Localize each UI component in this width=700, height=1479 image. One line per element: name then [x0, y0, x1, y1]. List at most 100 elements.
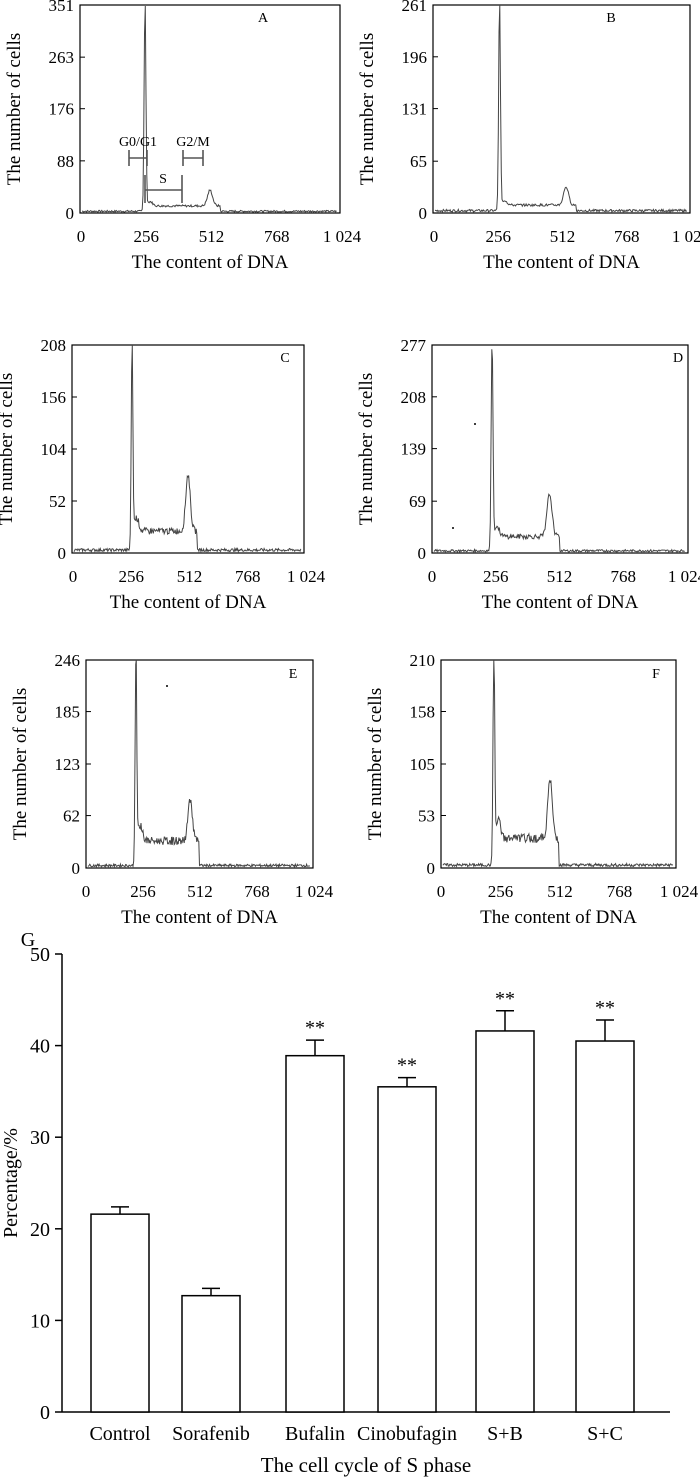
x-tick-label: 768	[607, 882, 633, 901]
y-tick-label: 105	[410, 755, 436, 774]
x-tick-label: 1 024	[287, 567, 326, 586]
bar-chart-g: G 0 10 20 30 40 50 Percentage/% The cell cycle o…	[0, 929, 670, 1477]
x-axis-label: The content of DNA	[121, 907, 278, 928]
y-tick-label: 10	[30, 1310, 50, 1332]
x-tick-label: 512	[547, 567, 573, 586]
y-tick-label: 156	[41, 388, 67, 407]
y-axis-label: Percentage/%	[0, 1128, 22, 1238]
x-tick-label: 768	[614, 227, 640, 246]
x-tick-label: 768	[611, 567, 637, 586]
x-axis-label: The content of DNA	[483, 252, 640, 273]
plot-frame	[440, 659, 677, 869]
panel-letter: F	[652, 667, 660, 682]
x-tick-label: 512	[547, 882, 573, 901]
y-tick-label: 0	[418, 544, 427, 563]
histogram-trace	[433, 349, 685, 554]
y-tick-label: 104	[41, 440, 67, 459]
x-tick-label: 1 024	[668, 567, 700, 586]
x-tick-label: 0	[428, 567, 437, 586]
y-tick-label: 50	[30, 944, 50, 966]
x-tick-label: 0	[82, 882, 91, 901]
y-tick-label: 62	[63, 807, 80, 826]
x-tick-label: 256	[134, 227, 160, 246]
x-axis-label: The content of DNA	[132, 252, 289, 273]
y-tick-label: 20	[30, 1219, 50, 1241]
significance-marker: **	[595, 997, 615, 1019]
histogram-panel-b: 0 65 131 196 261 0 256 512 768 1 024 The content o…	[357, 0, 700, 273]
plot-frame	[79, 4, 341, 214]
y-tick-label: 88	[57, 152, 74, 171]
x-tick-label: S+B	[487, 1423, 523, 1445]
x-tick-label: 512	[177, 567, 203, 586]
histogram-trace	[81, 5, 337, 214]
x-tick-label: 0	[69, 567, 78, 586]
y-axis-label: The number of cells	[357, 33, 378, 185]
y-tick-label: 185	[55, 703, 81, 722]
y-tick-label: 208	[41, 336, 67, 355]
histogram-panel-a: 0 88 176 263 351 0 256 512 768 1 024 The content o…	[4, 0, 362, 273]
y-axis-label: The number of cells	[4, 33, 25, 185]
plot-frame	[431, 344, 689, 554]
y-tick-label: 65	[410, 152, 427, 171]
y-tick-label: 263	[49, 48, 75, 67]
significance-marker: **	[305, 1017, 325, 1039]
x-tick-label: 768	[244, 882, 270, 901]
x-tick-label: 0	[430, 227, 439, 246]
y-tick-label: 69	[409, 492, 426, 511]
plot-frame	[71, 344, 305, 554]
panel-letter: A	[258, 11, 269, 26]
gate-g0g1-label: G0/G1	[119, 135, 157, 150]
panel-letter: B	[606, 11, 615, 26]
bar-control	[90, 1213, 150, 1413]
y-tick-label: 0	[427, 859, 436, 878]
x-axis-label: The cell cycle of S phase	[261, 1453, 472, 1477]
y-tick-label: 158	[410, 703, 436, 722]
x-tick-label: 1 024	[660, 882, 699, 901]
x-tick-label: 768	[264, 227, 290, 246]
x-tick-label: 256	[119, 567, 145, 586]
bar-sorafenib	[181, 1294, 241, 1413]
y-tick-label: 53	[418, 807, 435, 826]
x-tick-label: Sorafenib	[172, 1423, 250, 1445]
panel-letter: G	[21, 929, 35, 951]
gate-annotations: G0/G1 S G2/M	[119, 135, 210, 203]
y-tick-label: 246	[55, 651, 81, 670]
histogram-panel-d: 0 69 139 208 277 0 256 512 768 1 024 The content o…	[356, 336, 700, 613]
gate-g2m-label: G2/M	[176, 135, 210, 150]
histogram-trace	[73, 344, 302, 554]
histogram-panel-f: 0 53 105 158 210 0 256 512 768 1 024 The content o…	[365, 651, 699, 928]
x-tick-label: 1 024	[295, 882, 334, 901]
y-tick-label: 176	[49, 100, 75, 119]
x-tick-label: 0	[437, 882, 446, 901]
x-tick-label: 256	[486, 227, 512, 246]
histogram-panel-e: 0 62 123 185 246 0 256 512 768 1 024 The content o…	[10, 651, 334, 928]
panel-letter: C	[280, 351, 289, 366]
x-tick-label: 512	[187, 882, 213, 901]
x-tick-label: Bufalin	[285, 1423, 345, 1445]
bar-s-b	[475, 1030, 535, 1413]
y-axis-label: The number of cells	[356, 373, 377, 525]
bar-s-c	[575, 1040, 635, 1413]
x-tick-label: 512	[199, 227, 225, 246]
y-tick-label: 139	[401, 440, 427, 459]
x-tick-label: 256	[130, 882, 156, 901]
y-tick-label: 30	[30, 1127, 50, 1149]
x-tick-label: Cinobufagin	[357, 1423, 457, 1445]
y-tick-label: 196	[402, 48, 428, 67]
y-tick-label: 52	[49, 492, 66, 511]
gate-s-label: S	[159, 172, 167, 187]
bar-bufalin	[285, 1054, 345, 1413]
panel-letter: D	[673, 351, 683, 366]
stray-dot	[166, 685, 168, 687]
x-tick-label: S+C	[587, 1423, 623, 1445]
x-tick-label: 512	[550, 227, 576, 246]
y-axis-label: The number of cells	[0, 373, 17, 525]
panel-letter: E	[289, 667, 298, 682]
y-tick-label: 40	[30, 1036, 50, 1058]
x-tick-label: 256	[488, 882, 514, 901]
plot-frame	[85, 659, 314, 869]
y-tick-label: 208	[401, 388, 427, 407]
x-tick-label: 1 024	[323, 227, 362, 246]
y-tick-label: 0	[58, 544, 67, 563]
